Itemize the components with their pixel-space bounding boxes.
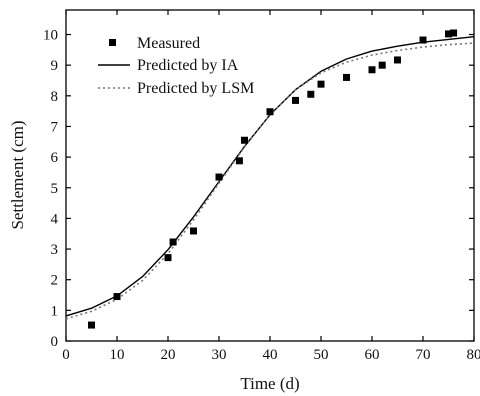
measured-point: [113, 293, 121, 301]
measured-point: [241, 136, 248, 144]
measured-point: [292, 96, 299, 104]
measured-point: [378, 61, 386, 69]
measured-point: [368, 66, 376, 74]
x-tick-label: 80: [467, 347, 480, 363]
y-tick-label: 9: [51, 58, 59, 74]
measured-markers: [88, 29, 458, 329]
axis-ticks: 0 10 20 30 40 50 60 70 80 0 1 2 3 4 5 6 7 8 9 10: [43, 10, 480, 363]
measured-point: [88, 321, 95, 329]
ia-prediction-line: [65, 36, 475, 317]
measured-point: [394, 56, 401, 64]
x-axis-title: Time (d): [240, 374, 299, 393]
measured-point: [190, 227, 197, 235]
measured-point: [419, 36, 427, 44]
plot-frame: [65, 9, 475, 342]
measured-point: [266, 108, 274, 116]
x-tick-label: 0: [62, 347, 70, 363]
y-axis-title: Settlement (cm): [8, 120, 27, 229]
y-tick-label: 8: [51, 89, 59, 105]
y-tick-label: 6: [51, 150, 59, 166]
measured-point: [343, 73, 350, 81]
y-tick-label: 10: [43, 28, 58, 44]
y-tick-label: 5: [51, 181, 59, 197]
y-tick-label: 0: [51, 334, 59, 350]
x-tick-label: 60: [365, 347, 380, 363]
measured-point: [450, 29, 458, 37]
measured-point: [164, 254, 172, 262]
y-tick-label: 4: [51, 211, 59, 227]
measured-point: [215, 173, 223, 181]
legend: Measured Predicted by IA Predicted by LS…: [98, 35, 254, 97]
measured-point: [169, 238, 177, 246]
x-tick-label: 40: [263, 347, 278, 363]
measured-point: [307, 90, 315, 98]
lsm-prediction-line: [65, 42, 475, 320]
prediction-curves: [65, 36, 475, 320]
legend-label-ia: Predicted by IA: [137, 57, 239, 74]
x-tick-label: 20: [161, 347, 176, 363]
legend-marker-measured: [109, 39, 116, 46]
y-tick-label: 1: [51, 303, 59, 319]
y-tick-label: 3: [51, 242, 59, 258]
measured-point: [445, 30, 452, 38]
y-tick-label: 2: [51, 273, 59, 289]
measured-point: [235, 157, 243, 165]
legend-label-lsm: Predicted by LSM: [137, 80, 254, 97]
x-tick-label: 70: [416, 347, 431, 363]
x-tick-label: 30: [212, 347, 227, 363]
y-tick-label: 7: [51, 119, 59, 135]
measured-point: [317, 80, 325, 88]
x-tick-label: 50: [314, 347, 329, 363]
x-tick-label: 10: [110, 347, 125, 363]
legend-label-measured: Measured: [137, 35, 200, 52]
